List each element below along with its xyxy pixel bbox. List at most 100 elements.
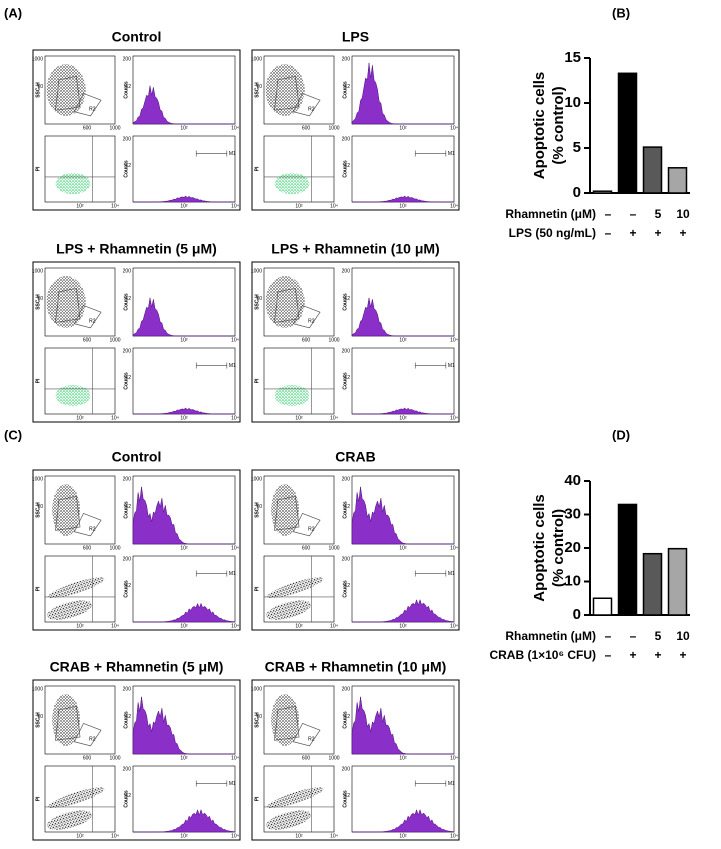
gate: [274, 75, 300, 111]
condition-label: 5: [655, 207, 662, 221]
tick-label: 200: [123, 556, 132, 562]
tick-label: 600: [83, 755, 92, 761]
y-axis-label: (% control): [550, 509, 567, 587]
tick-label: 10⁴: [231, 125, 239, 131]
tick-label: 12: [125, 793, 131, 799]
tick-label: 10²: [180, 337, 188, 343]
tick-label: 1000: [251, 268, 262, 274]
tick-label: 200: [123, 686, 132, 692]
condition-label: +: [629, 648, 636, 662]
panel-frame: [251, 469, 460, 631]
histogram: [132, 297, 235, 337]
tick-label: 600: [302, 755, 311, 761]
y-tick-label: 40: [564, 472, 581, 489]
tick-label: 600: [83, 125, 92, 131]
histogram: [351, 486, 454, 545]
bar: [642, 552, 663, 616]
gate: [292, 512, 321, 537]
subplot-frame: [351, 555, 455, 623]
tick-label: 200: [342, 476, 351, 482]
scatter-cloud: [46, 64, 86, 116]
subplot-frame: [44, 765, 116, 833]
subplot-frame: [44, 267, 116, 337]
gate-label: R2: [89, 736, 96, 742]
condition-label: +: [679, 648, 686, 662]
tick-label: 200: [123, 476, 132, 482]
tick-label: 10⁴: [111, 203, 119, 209]
bar: [667, 547, 688, 616]
condition-label: 10: [676, 629, 690, 643]
tick-label: 1000: [328, 337, 339, 343]
axis-label: Counts: [123, 501, 129, 518]
tick-label: 60: [37, 504, 43, 510]
gate-label: R2: [308, 318, 315, 324]
axis-label: Counts: [342, 790, 348, 807]
histogram: [352, 598, 455, 623]
subplot-frame: [263, 685, 335, 755]
marker-label: M1: [229, 151, 236, 157]
gate: [274, 705, 300, 741]
axis-label: PI: [254, 586, 260, 591]
condition-label: –: [605, 207, 612, 221]
histogram: [351, 297, 454, 337]
subplot-frame: [44, 685, 116, 755]
tick-label: 10²: [180, 755, 188, 761]
axis-label: Counts: [342, 372, 348, 389]
tick-label: 12: [344, 583, 350, 589]
axis-label: PI: [35, 166, 41, 171]
tick-label: 1000: [32, 268, 43, 274]
panel-frame: [32, 469, 241, 631]
scatter-cloud: [55, 384, 91, 407]
tick-label: 10⁴: [111, 623, 119, 629]
subplot-frame: [44, 135, 116, 203]
gate: [292, 304, 321, 329]
axis-label: Counts: [123, 711, 129, 728]
marker-label: M1: [229, 781, 236, 787]
tick-label: 10⁴: [330, 623, 338, 629]
gate: [274, 495, 300, 531]
axis-label: Counts: [123, 372, 129, 389]
axis-label: SSC-H: [254, 294, 260, 310]
marker-bracket: [414, 780, 447, 787]
axis-label: Counts: [342, 501, 348, 518]
tick-label: 12: [344, 163, 350, 169]
scatter-cloud: [271, 484, 299, 536]
axis-label: SSC-H: [254, 502, 260, 518]
condition-label: +: [679, 226, 686, 240]
axis-label: PI: [254, 378, 260, 383]
axis-label: SSC-H: [35, 712, 41, 728]
histogram: [351, 62, 454, 125]
tick-label: 12: [344, 296, 350, 302]
tick-label: 12: [344, 793, 350, 799]
condition-label: +: [654, 226, 661, 240]
tick-label: 60: [256, 504, 262, 510]
marker-label: M1: [229, 571, 236, 577]
tick-label: 10⁴: [231, 415, 239, 421]
panel-title: LPS + Rhamnetin (10 μM): [271, 241, 439, 257]
subplot-frame: [263, 765, 335, 833]
axis-label: Counts: [342, 81, 348, 98]
y-tick-label: 0: [573, 184, 581, 201]
tick-label: 10²: [399, 833, 407, 839]
panel-frame: [251, 679, 460, 841]
tick-label: 12: [344, 375, 350, 381]
tick-label: 10⁴: [231, 337, 239, 343]
tick-label: 10⁴: [231, 203, 239, 209]
axis-label: SSC-H: [35, 82, 41, 98]
tick-label: 1000: [32, 476, 43, 482]
histogram: [351, 696, 454, 755]
bar: [667, 167, 688, 194]
axis-label: Counts: [342, 293, 348, 310]
condition-label: 5: [655, 629, 662, 643]
marker-bracket: [414, 362, 447, 369]
marker-bracket: [414, 150, 447, 157]
histogram: [133, 602, 236, 623]
tick-label: 10²: [399, 545, 407, 551]
tick-label: 10²: [399, 623, 407, 629]
panel-frame: [32, 49, 241, 211]
tick-label: 10²: [180, 545, 188, 551]
tick-label: 12: [344, 84, 350, 90]
marker-label: M1: [448, 571, 455, 577]
tick-label: 10²: [76, 203, 84, 209]
